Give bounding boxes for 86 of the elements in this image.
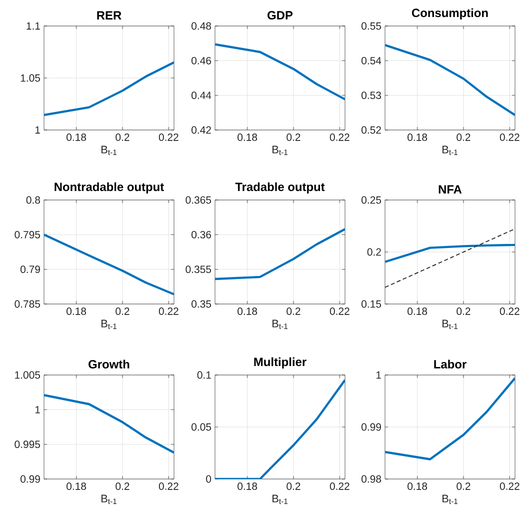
x-axis-title: B$_{t-1}$ — [272, 494, 288, 504]
x-tick-label: 0.18 — [66, 482, 86, 490]
chart-title: Multiplier — [254, 357, 306, 369]
x-axis-title: B$_{t-1}$ — [102, 146, 117, 155]
y-tick-label: 1.1 — [26, 22, 40, 30]
y-tick-label: 1 — [35, 406, 40, 414]
x-tick-label: 0.18 — [238, 134, 258, 141]
y-tick-label: 0.48 — [192, 22, 212, 30]
y-tick-label: 0.52 — [362, 126, 381, 134]
x-tick-label: 0.2 — [286, 134, 300, 141]
y-tick-label: 0.99 — [362, 423, 381, 431]
line-series — [385, 44, 516, 116]
chart-title: Growth — [88, 360, 130, 368]
x-tick-label: 0.18 — [66, 308, 86, 315]
x-tick-label: 0.22 — [500, 308, 520, 315]
x-tick-label: 0.22 — [158, 308, 178, 315]
y-tick-label: 0.53 — [362, 92, 382, 100]
y-tick-label: 0.2 — [367, 248, 381, 256]
x-tick-label: 0.18 — [238, 482, 258, 490]
x-tick-label: 0.18 — [408, 482, 428, 490]
y-tick-label: 0.99 — [20, 475, 40, 483]
chart-title: Labor — [434, 360, 466, 368]
y-tick-label: 0.25 — [362, 196, 382, 204]
line-series — [385, 377, 516, 460]
line-series — [215, 228, 345, 280]
y-tick-label: 0.36 — [192, 230, 212, 238]
x-axis-title: B$_{t-1}$ — [272, 320, 288, 330]
chart-title: GDP — [268, 11, 293, 20]
chart-title: NFA — [438, 185, 462, 194]
line-series — [215, 378, 345, 479]
y-tick-label: 0.355 — [186, 266, 212, 274]
x-axis-title: B$_{t-1}$ — [442, 494, 458, 504]
chart-title: RER — [97, 11, 122, 20]
y-tick-label: 1 — [376, 371, 381, 379]
chart-title: Consumption — [412, 8, 488, 20]
y-tick-label: 0 — [206, 475, 212, 483]
y-tick-label: 0.42 — [192, 126, 211, 134]
y-tick-label: 0.785 — [14, 300, 40, 308]
x-tick-label: 0.18 — [408, 134, 428, 141]
x-tick-label: 0.22 — [500, 482, 520, 490]
x-axis-title: B$_{t-1}$ — [102, 494, 117, 504]
line-series — [44, 394, 174, 454]
x-tick-label: 0.2 — [116, 482, 130, 490]
y-tick-label: 0.79 — [20, 266, 40, 274]
y-tick-label: 0.795 — [14, 230, 40, 238]
line-series — [385, 244, 516, 263]
line-series — [44, 234, 174, 296]
x-tick-label: 0.2 — [286, 482, 300, 490]
line-series — [215, 43, 345, 100]
y-tick-label: 1.05 — [20, 74, 40, 82]
y-tick-label: 0.46 — [192, 56, 212, 64]
y-tick-label: 0.35 — [192, 300, 212, 308]
y-tick-label: 0.98 — [362, 475, 382, 483]
x-tick-label: 0.22 — [158, 482, 178, 490]
x-tick-label: 0.2 — [456, 482, 470, 490]
x-axis-title: B$_{t-1}$ — [102, 320, 117, 330]
y-tick-label: 0.365 — [186, 196, 212, 204]
y-tick-label: 0.15 — [362, 300, 382, 308]
x-tick-label: 0.18 — [66, 134, 86, 141]
x-tick-label: 0.18 — [408, 308, 428, 315]
chart-title: Tradable output — [235, 182, 325, 194]
x-tick-label: 0.18 — [238, 308, 258, 315]
x-tick-label: 0.22 — [500, 134, 520, 141]
y-tick-label: 0.1 — [197, 371, 211, 379]
y-tick-label: 0.54 — [362, 56, 382, 64]
x-tick-label: 0.2 — [456, 134, 470, 141]
y-tick-label: 0.8 — [26, 196, 40, 204]
x-tick-label: 0.22 — [330, 308, 350, 315]
x-tick-label: 0.2 — [116, 134, 130, 141]
y-tick-label: 0.55 — [362, 22, 382, 30]
x-tick-label: 0.2 — [116, 308, 130, 315]
chart-title: Nontradable output — [54, 182, 164, 194]
y-tick-label: 1.005 — [15, 371, 40, 379]
x-tick-label: 0.2 — [456, 308, 470, 315]
x-tick-label: 0.22 — [158, 134, 178, 141]
x-axis-title: B$_{t-1}$ — [442, 146, 458, 155]
x-tick-label: 0.22 — [330, 134, 350, 141]
y-tick-label: 0.44 — [192, 92, 212, 100]
x-axis-title: B$_{t-1}$ — [272, 146, 288, 155]
x-tick-label: 0.22 — [330, 482, 350, 490]
y-tick-label: 1 — [35, 126, 40, 134]
x-axis-title: B$_{t-1}$ — [442, 320, 458, 330]
line-series — [44, 61, 174, 116]
y-tick-label: 0.05 — [192, 423, 212, 431]
x-tick-label: 0.2 — [286, 308, 300, 315]
y-tick-label: 0.995 — [14, 440, 40, 448]
